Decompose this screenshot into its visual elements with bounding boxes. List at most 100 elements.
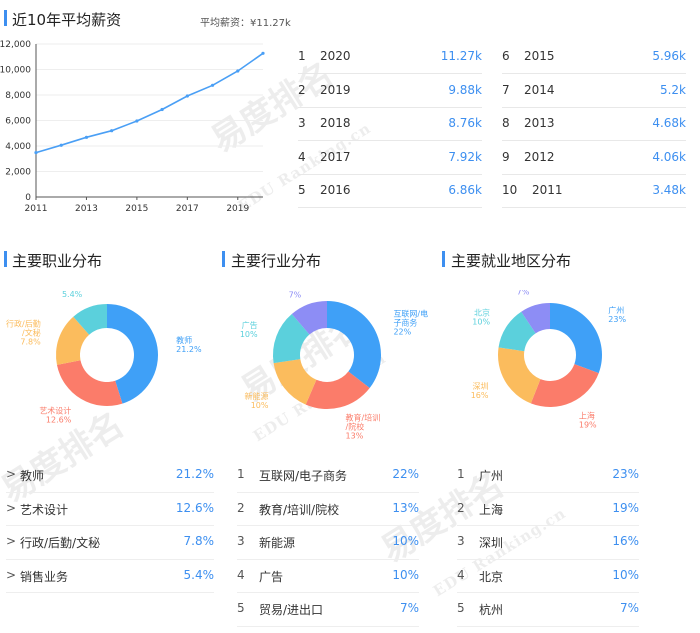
list-percent: 23% [612, 467, 639, 481]
y-tick-label: 4,000 [5, 142, 31, 152]
salary-value: 4.68k [652, 116, 686, 130]
section-marker [4, 10, 7, 26]
slice-label: 广州 [608, 305, 624, 315]
slice-label: 上海 [579, 410, 595, 420]
list-rank: 4 [237, 567, 245, 582]
salary-value: 7.92k [448, 149, 482, 164]
list-name: 深圳 [479, 536, 504, 550]
donut-slice [305, 371, 370, 409]
data-point [160, 107, 164, 112]
list-rank: > [6, 500, 17, 515]
slice-label: 19% [579, 420, 597, 429]
list-name: 教师 [20, 469, 45, 483]
list-name: 广告 [259, 569, 284, 584]
list-rank: 5 [457, 601, 465, 615]
x-tick-label: 2013 [75, 204, 98, 214]
list-percent: 22% [392, 467, 419, 481]
x-tick-label: 2019 [226, 204, 249, 214]
industry-donut-chart: 互联网/电子商务22%教育/培训/院校13%新能源10%广告10%贸易/进出口7… [240, 290, 428, 440]
salary-title: 近10年平均薪资 [12, 11, 122, 29]
salary-value: 11.27k [440, 49, 482, 63]
slice-label: 教育/培训 [346, 413, 381, 423]
list-name: 互联网/电子商务 [259, 469, 348, 483]
year-row: 10 2011 3.48k [502, 174, 686, 208]
data-point [261, 51, 265, 55]
slice-label: /院校 [346, 422, 365, 432]
year-row: 9 2012 4.06k [502, 141, 686, 175]
year-row: 4 2017 7.92k [298, 141, 482, 175]
data-point [236, 69, 240, 73]
year-label: 2011 [532, 183, 563, 197]
list-name: 行政/后勤/文秘 [20, 536, 101, 550]
year-label: 2016 [320, 183, 351, 197]
list-item: 3 新能源 10% [237, 526, 419, 560]
occupation-title: 主要职业分布 [12, 252, 103, 270]
list-name: 广州 [479, 469, 504, 483]
y-tick-label: 6,000 [5, 117, 31, 127]
slice-label: 子商务 [393, 317, 417, 327]
list-rank: 2 [237, 500, 245, 515]
year-row: 5 2016 6.86k [298, 174, 482, 208]
year-label: 2013 [524, 116, 555, 130]
average-salary: 平均薪资：¥11.27k [200, 18, 291, 29]
y-tick-label: 8,000 [5, 91, 31, 101]
slice-label: 5.4% [62, 290, 83, 299]
industry-title: 主要行业分布 [231, 252, 322, 270]
list-name: 杭州 [479, 603, 504, 617]
y-tick-label: 0 [25, 193, 31, 203]
region-title: 主要就业地区分布 [451, 252, 572, 270]
list-rank: > [6, 534, 17, 548]
data-point [59, 143, 63, 147]
list-percent: 10% [612, 567, 639, 582]
list-name: 北京 [479, 569, 504, 584]
list-rank: 5 [237, 601, 245, 615]
series-line [35, 52, 264, 154]
salary-value: 8.76k [448, 116, 482, 130]
slice-label: 7.8% [20, 337, 41, 346]
list-name: 新能源 [259, 536, 296, 550]
donut-slice [273, 314, 310, 364]
rank-number: 4 [298, 149, 306, 164]
section-marker [222, 251, 225, 267]
list-item: 2 上海 19% [457, 493, 639, 526]
slice-label: 7% [517, 290, 530, 297]
list-rank: 3 [457, 534, 465, 548]
donut-slice [327, 301, 381, 389]
list-rank: 3 [237, 534, 245, 548]
list-item: > 教师 21.2% [6, 459, 214, 493]
year-label: 2017 [320, 149, 351, 164]
slice-label: 行政/后勤 [6, 318, 41, 328]
list-item: 2 教育/培训/院校 13% [237, 493, 419, 526]
slice-label: 7% [289, 291, 302, 300]
list-rank: > [6, 467, 17, 481]
rank-number: 7 [502, 82, 510, 97]
list-percent: 7% [399, 601, 419, 615]
list-item: > 行政/后勤/文秘 7.8% [6, 526, 214, 560]
slice-label: 互联网/电 [393, 308, 428, 318]
data-point [135, 119, 139, 123]
rank-number: 6 [502, 49, 510, 63]
list-percent: 7.8% [183, 534, 215, 548]
x-tick-label: 2015 [125, 204, 148, 214]
year-row: 6 2015 5.96k [502, 40, 686, 74]
year-row: 1 2020 11.27k [298, 40, 482, 74]
donut-slice [498, 311, 536, 352]
salary-value: 4.06k [652, 149, 686, 164]
slice-label: 教师 [176, 335, 192, 345]
list-name: 贸易/进出口 [259, 603, 324, 617]
list-rank: 4 [457, 567, 465, 582]
slice-label: 12.6% [46, 416, 72, 425]
year-row: 7 2014 5.2k [502, 74, 686, 108]
list-name: 艺术设计 [20, 502, 69, 517]
data-point [34, 151, 38, 155]
year-row: 8 2013 4.68k [502, 107, 686, 141]
rank-number: 5 [298, 183, 306, 197]
rank-number: 2 [298, 82, 306, 97]
rank-number: 8 [502, 116, 510, 130]
list-item: > 销售业务 5.4% [6, 560, 214, 593]
list-rank: > [6, 567, 17, 582]
list-percent: 12.6% [175, 500, 214, 515]
salary-value: 9.88k [448, 82, 482, 97]
slice-label: 10% [472, 317, 490, 326]
salary-value: 5.96k [652, 49, 686, 63]
